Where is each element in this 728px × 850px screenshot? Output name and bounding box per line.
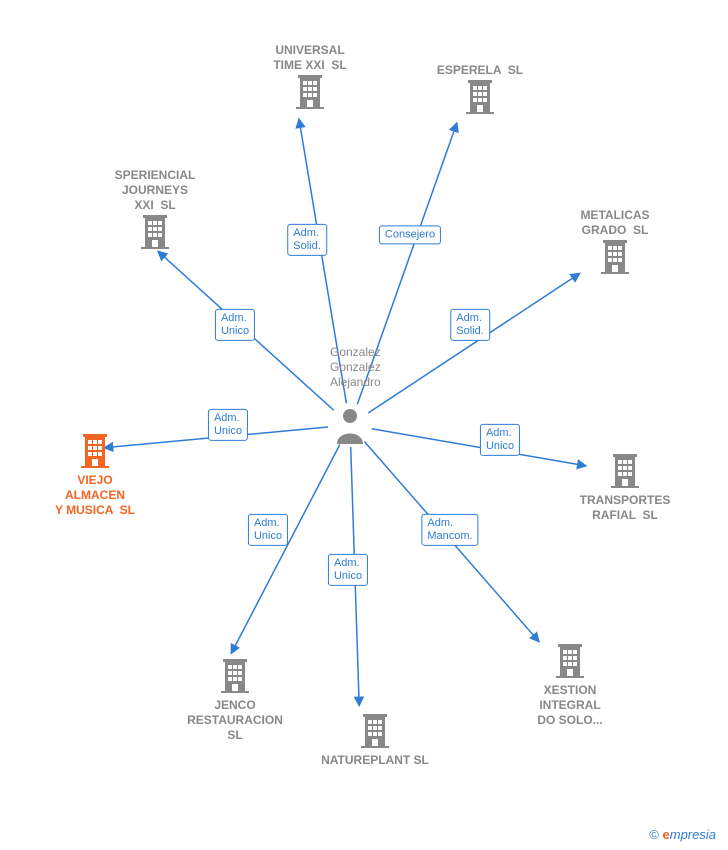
building-icon: [79, 432, 111, 473]
edge-label: Adm. Solid.: [287, 224, 327, 256]
company-label: ESPERELA SL: [420, 63, 540, 78]
company-label: UNIVERSAL TIME XXI SL: [250, 43, 370, 73]
copyright-symbol: ©: [649, 827, 659, 842]
company-node-natureplant: NATUREPLANT SL: [315, 712, 435, 768]
center-person-label: Gonzalez Gonzalez Alejandro: [330, 345, 381, 390]
company-node-viejo: VIEJO ALMACEN Y MUSICA SL: [35, 432, 155, 518]
edge-line: [231, 445, 340, 654]
company-label: VIEJO ALMACEN Y MUSICA SL: [35, 473, 155, 518]
building-icon: [599, 238, 631, 279]
building-icon: [554, 642, 586, 683]
company-node-universal: UNIVERSAL TIME XXI SL: [250, 43, 370, 114]
building-icon: [294, 73, 326, 114]
edge-label: Adm. Mancom.: [421, 514, 478, 546]
building-icon: [219, 657, 251, 698]
diagram-canvas: SPERIENCIAL JOURNEYS XXI SL UNIVERSAL TI…: [0, 0, 728, 850]
building-icon: [139, 213, 171, 254]
company-label: XESTION INTEGRAL DO SOLO...: [510, 683, 630, 728]
center-person-node: [333, 406, 367, 449]
company-label: NATUREPLANT SL: [315, 753, 435, 768]
company-node-speriencial: SPERIENCIAL JOURNEYS XXI SL: [95, 168, 215, 254]
company-node-transportes: TRANSPORTES RAFIAL SL: [565, 452, 685, 523]
edge-label: Adm. Unico: [480, 424, 520, 456]
company-node-esperela: ESPERELA SL: [420, 63, 540, 119]
edge-label: Adm. Unico: [208, 409, 248, 441]
brand-name: empresia: [663, 827, 716, 842]
company-label: SPERIENCIAL JOURNEYS XXI SL: [95, 168, 215, 213]
company-node-xestion: XESTION INTEGRAL DO SOLO...: [510, 642, 630, 728]
company-label: METALICAS GRADO SL: [555, 208, 675, 238]
building-icon: [359, 712, 391, 753]
edge-label: Adm. Unico: [328, 554, 368, 586]
building-icon: [464, 78, 496, 119]
edge-label: Adm. Solid.: [450, 309, 490, 341]
edge-label: Adm. Unico: [215, 309, 255, 341]
edge-label: Consejero: [379, 225, 441, 244]
company-node-jenco: JENCO RESTAURACION SL: [175, 657, 295, 743]
footer-watermark: © empresia: [649, 827, 716, 842]
company-node-metalicas: METALICAS GRADO SL: [555, 208, 675, 279]
company-label: TRANSPORTES RAFIAL SL: [565, 493, 685, 523]
edge-label: Adm. Unico: [248, 514, 288, 546]
person-icon: [333, 406, 367, 449]
edge-line: [368, 273, 580, 413]
company-label: JENCO RESTAURACION SL: [175, 698, 295, 743]
building-icon: [609, 452, 641, 493]
